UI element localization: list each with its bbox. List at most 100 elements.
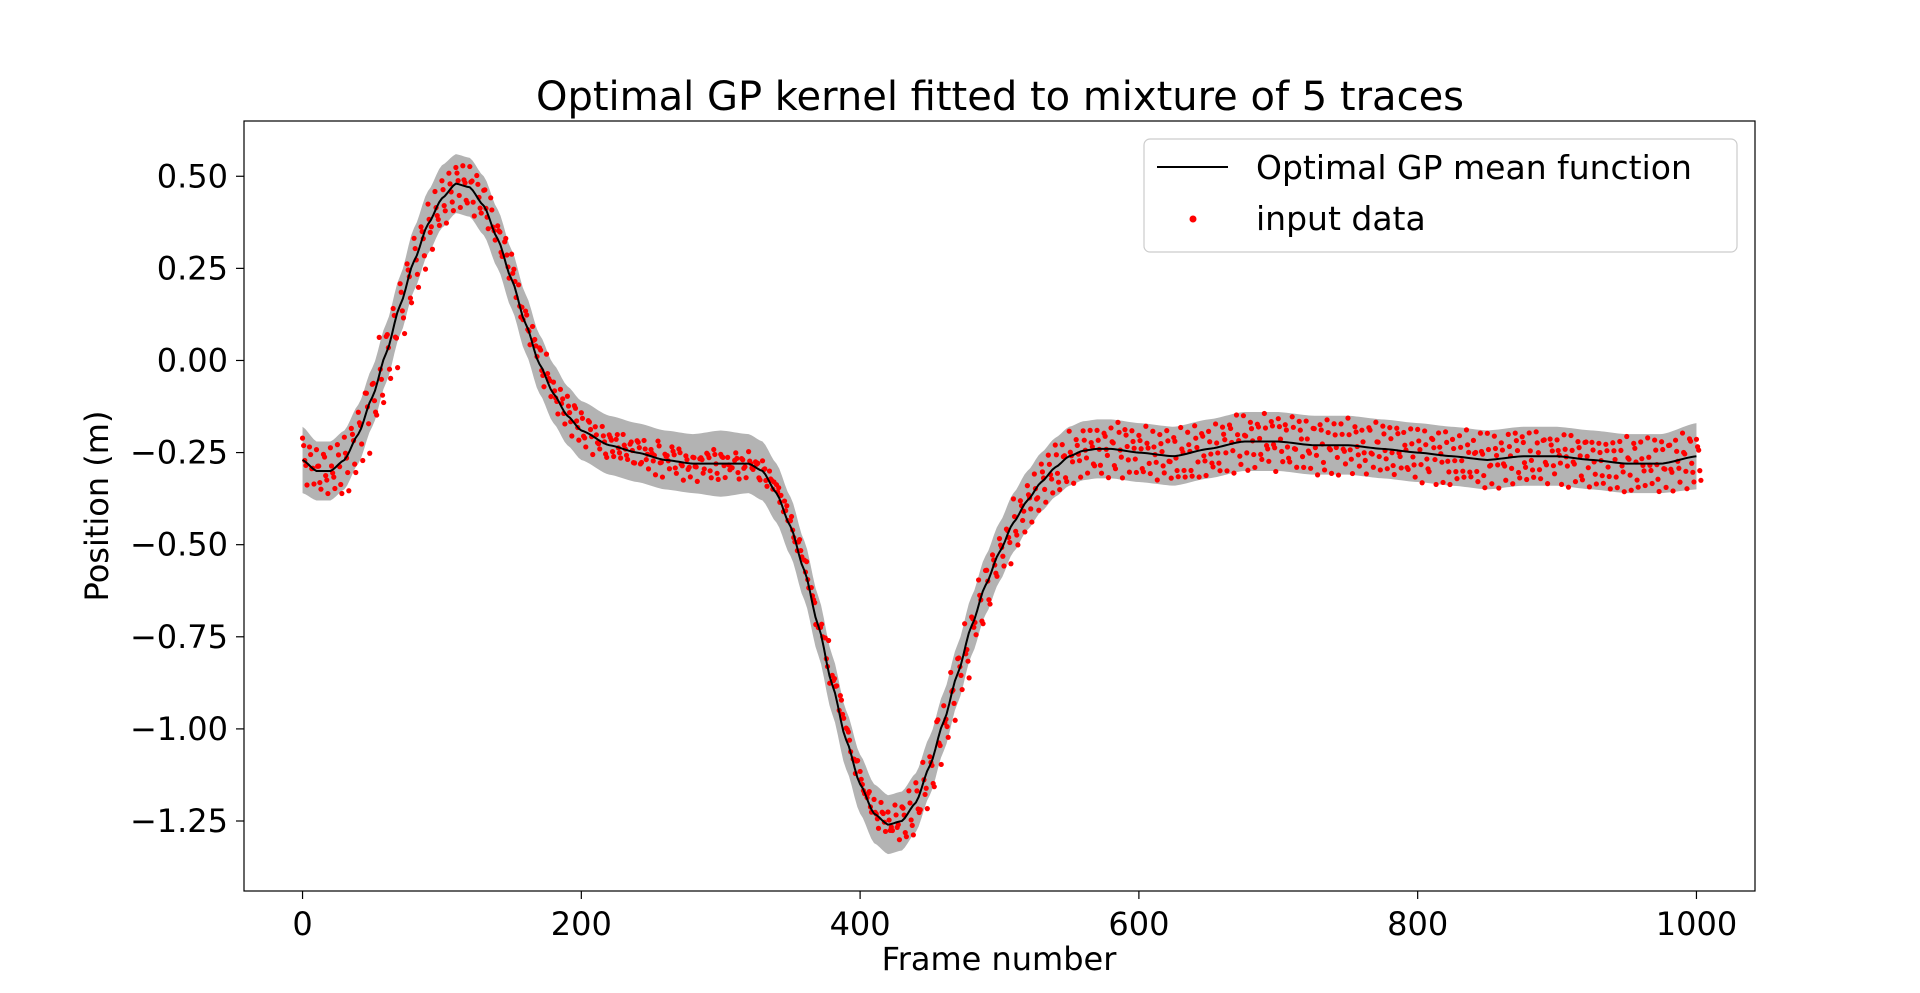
- input-data-point: [1112, 466, 1119, 472]
- input-data-point: [1551, 471, 1558, 477]
- input-data-point: [313, 447, 320, 453]
- input-data-point: [902, 830, 908, 836]
- input-data-point: [1459, 458, 1465, 464]
- input-data-point: [1496, 485, 1502, 491]
- input-data-point: [1248, 426, 1255, 432]
- input-data-point: [1481, 472, 1487, 479]
- input-data-point: [548, 393, 554, 400]
- input-data-point: [613, 436, 619, 442]
- input-data-point: [596, 441, 602, 447]
- input-data-point: [1335, 472, 1342, 478]
- input-data-point: [673, 470, 679, 476]
- input-data-point: [1116, 429, 1122, 435]
- input-data-point: [616, 450, 623, 456]
- input-data-point: [1439, 459, 1445, 465]
- input-data-point: [1205, 428, 1212, 434]
- input-data-point: [541, 384, 547, 390]
- input-data-point: [733, 450, 739, 456]
- input-data-point: [1129, 428, 1135, 434]
- input-data-point: [1133, 469, 1139, 476]
- input-data-point: [672, 465, 678, 471]
- input-data-point: [1102, 433, 1108, 439]
- input-data-point: [691, 455, 697, 461]
- input-data-point: [1495, 462, 1501, 468]
- input-data-point: [1394, 425, 1400, 431]
- input-data-point: [371, 398, 378, 404]
- input-data-point: [1607, 486, 1613, 492]
- input-data-point: [1509, 465, 1515, 471]
- input-data-point: [631, 460, 638, 466]
- input-data-point: [1219, 424, 1226, 430]
- input-data-point: [735, 469, 741, 476]
- input-data-point: [1038, 461, 1044, 467]
- input-data-point: [398, 289, 404, 295]
- input-data-point: [914, 788, 920, 794]
- input-data-point: [1224, 468, 1230, 474]
- input-data-point: [1383, 456, 1389, 462]
- input-data-point: [1045, 452, 1051, 458]
- input-data-point: [1468, 474, 1474, 480]
- input-data-point: [1632, 445, 1638, 451]
- input-data-point: [299, 435, 306, 441]
- input-data-point: [1167, 459, 1173, 465]
- input-data-point: [1056, 479, 1062, 485]
- input-data-point: [1557, 460, 1564, 466]
- input-data-point: [1612, 456, 1618, 463]
- input-data-point: [1568, 432, 1574, 439]
- input-data-point: [1549, 448, 1555, 454]
- input-data-point: [1115, 419, 1121, 425]
- input-data-point: [994, 573, 1000, 579]
- input-data-point: [1277, 436, 1284, 442]
- input-data-point: [1325, 429, 1331, 436]
- input-data-point: [1411, 462, 1417, 468]
- input-data-point: [301, 442, 307, 449]
- input-data-point: [927, 754, 933, 760]
- input-data-point: [1519, 434, 1525, 440]
- input-data-point: [1527, 448, 1533, 454]
- input-data-point: [1577, 453, 1583, 459]
- input-data-point: [384, 331, 390, 338]
- input-data-point: [1442, 429, 1449, 435]
- input-data-point: [931, 784, 937, 790]
- input-data-point: [1193, 435, 1199, 441]
- input-data-point: [838, 697, 845, 703]
- input-data-point: [1639, 456, 1645, 462]
- input-data-point: [359, 441, 365, 447]
- input-data-point: [1098, 470, 1105, 476]
- input-data-point: [1387, 425, 1393, 431]
- input-data-point: [335, 452, 342, 458]
- input-data-point: [895, 822, 901, 828]
- input-data-point: [440, 187, 446, 193]
- input-data-point: [1164, 428, 1170, 434]
- input-data-point: [1208, 451, 1214, 457]
- input-data-point: [1458, 444, 1464, 450]
- input-data-point: [401, 330, 408, 337]
- input-data-point: [1071, 480, 1077, 486]
- input-data-point: [871, 796, 877, 802]
- input-data-point: [1020, 517, 1026, 524]
- input-data-point: [989, 552, 996, 558]
- input-data-point: [366, 421, 372, 427]
- input-data-point: [1376, 453, 1382, 460]
- input-data-point: [1039, 469, 1046, 475]
- input-data-point: [803, 559, 810, 565]
- input-data-point: [680, 477, 686, 483]
- input-data-point: [1095, 437, 1101, 443]
- input-data-point: [390, 305, 396, 312]
- input-data-point: [1667, 442, 1673, 448]
- input-data-point: [524, 312, 530, 318]
- input-data-point: [1659, 439, 1665, 445]
- input-data-point: [1618, 447, 1624, 454]
- input-data-point: [1435, 430, 1442, 436]
- input-data-point: [1231, 470, 1237, 476]
- input-data-point: [1446, 469, 1452, 475]
- input-data-point: [1259, 456, 1265, 463]
- input-data-point: [1619, 463, 1625, 469]
- input-data-point: [1317, 422, 1323, 428]
- input-data-point: [428, 224, 434, 230]
- input-data-point: [650, 458, 656, 464]
- input-data-point: [1054, 470, 1061, 476]
- y-tick-label: 0.00: [157, 341, 228, 379]
- input-data-point: [922, 791, 928, 798]
- input-data-point: [701, 466, 707, 472]
